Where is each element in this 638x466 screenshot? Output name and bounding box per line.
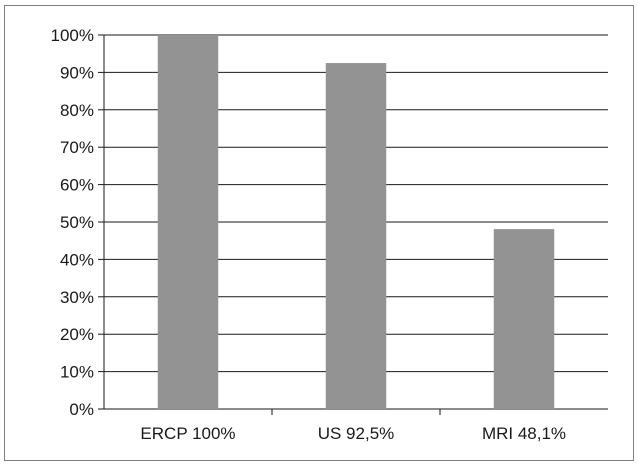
y-tick-label: 0%	[69, 400, 94, 419]
y-tick-label: 10%	[60, 363, 94, 382]
bar	[325, 63, 387, 410]
y-tick-label: 30%	[60, 288, 94, 307]
y-tick-label: 40%	[60, 250, 94, 269]
x-category-label: US 92,5%	[318, 424, 395, 443]
y-tick-label: 20%	[60, 325, 94, 344]
y-tick-label: 80%	[60, 101, 94, 120]
y-tick-label: 100%	[51, 26, 94, 45]
x-category-label: MRI 48,1%	[482, 424, 566, 443]
y-tick-label: 50%	[60, 213, 94, 232]
bar	[157, 35, 219, 409]
y-tick-label: 60%	[60, 176, 94, 195]
y-tick-label: 70%	[60, 138, 94, 157]
y-tick-label: 90%	[60, 63, 94, 82]
bar	[493, 229, 555, 409]
x-category-label: ERCP 100%	[140, 424, 235, 443]
